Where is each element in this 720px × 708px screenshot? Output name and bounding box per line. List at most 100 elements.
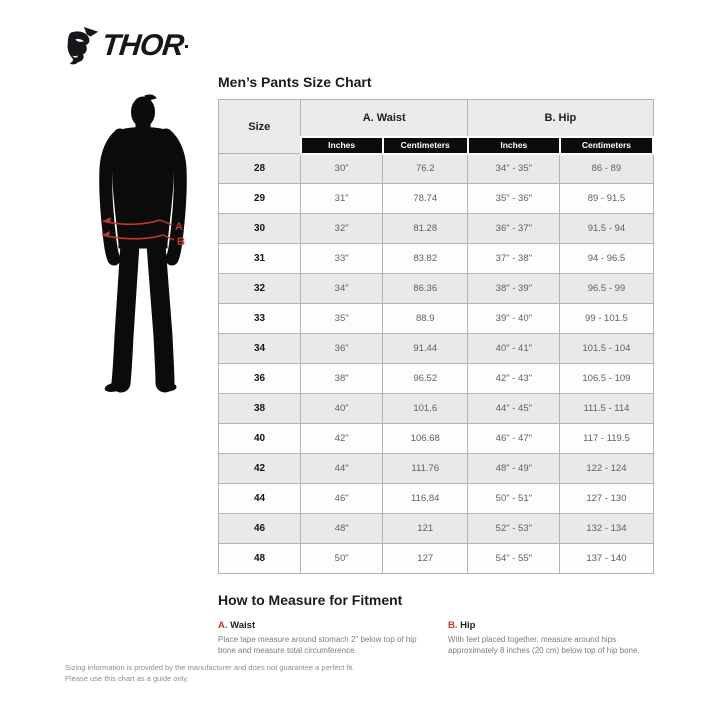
size-cell: 31 <box>217 243 302 274</box>
how-to-measure-section: How to Measure for Fitment A. Waist Plac… <box>218 592 654 656</box>
hip-cm-cell: 101.5 - 104 <box>559 333 654 364</box>
waist-cm-cell: 91.44 <box>382 333 469 364</box>
size-cell: 32 <box>217 273 302 304</box>
waist-cm-cell: 86.36 <box>382 273 469 304</box>
hip-cm-cell: 86 - 89 <box>559 153 654 184</box>
hip-inches-cell: 46" - 47" <box>467 423 561 454</box>
thor-helmet-icon <box>67 27 99 65</box>
size-cell: 40 <box>217 423 302 454</box>
hip-inches-cell: 34" - 35" <box>467 153 561 184</box>
waist-inches-cell: 36" <box>300 333 384 364</box>
waist-inches-cell: 31" <box>300 183 384 214</box>
waist-cm-cell: 83.82 <box>382 243 469 274</box>
waist-inches-cell: 50" <box>300 543 384 574</box>
measure-waist-word: Waist <box>230 620 256 631</box>
size-cell: 34 <box>217 333 302 364</box>
hip-cm-cell: 111.5 - 114 <box>559 393 654 424</box>
waist-inches-cell: 35" <box>300 303 384 334</box>
waist-cm-cell: 127 <box>382 543 469 574</box>
waist-inches-cell: 34" <box>300 273 384 304</box>
size-table-body: 28 30" 76.2 34" - 35" 86 - 89 29 31" 78.74 35" -… <box>217 153 654 574</box>
hip-cm-cell: 91.5 - 94 <box>559 213 654 244</box>
unit-header-row: Inches Centimeters Inches Centimeters <box>219 135 655 155</box>
disclaimer-line-2: Please use this chart as a guide only. <box>65 673 189 683</box>
table-row: 29 31" 78.74 35" - 36" 89 - 91.5 <box>217 183 654 214</box>
table-row: 38 40" 101.6 44" - 45" 111.5 - 114 <box>217 393 654 424</box>
size-cell: 36 <box>217 363 302 394</box>
waist-inches-cell: 40" <box>300 393 384 424</box>
size-cell: 28 <box>217 153 302 184</box>
waist-cm-cell: 111.76 <box>382 453 469 484</box>
hip-cm-cell: 99 - 101.5 <box>559 303 654 334</box>
content-column: Men’s Pants Size Chart Size A. Waist B. … <box>217 74 655 656</box>
waist-cm-cell: 96.52 <box>382 363 469 394</box>
waist-inches-header: Inches <box>299 135 384 155</box>
measure-hip-title: B. Hip <box>448 620 654 631</box>
waist-centimeters-header: Centimeters <box>381 135 469 155</box>
male-silhouette: A B <box>99 94 187 393</box>
waist-measure-line <box>102 217 173 226</box>
trademark-dot <box>185 44 188 48</box>
page-title: Men’s Pants Size Chart <box>218 74 372 90</box>
table-row: 48 50" 127 54" - 55" 137 - 140 <box>217 543 654 574</box>
figure-label-a: A <box>175 221 183 233</box>
disclaimer-line-1: Sizing information is provided by the ma… <box>65 663 355 672</box>
measure-hip-text: With feet placed together, measure aroun… <box>448 635 640 656</box>
hip-inches-cell: 37" - 38" <box>467 243 561 274</box>
hip-measure-line <box>101 231 175 241</box>
waist-inches-cell: 44" <box>300 453 384 484</box>
waist-group-header: A. Waist <box>300 99 469 137</box>
size-cell: 33 <box>217 303 302 334</box>
hip-inches-cell: 42" - 43" <box>467 363 561 394</box>
hip-cm-cell: 117 - 119.5 <box>559 423 654 454</box>
size-column-header: Size <box>217 99 302 154</box>
figure-label-b: B <box>177 236 185 248</box>
size-cell: 46 <box>217 513 302 544</box>
size-cell: 48 <box>217 543 302 574</box>
measure-waist-column: A. Waist Place tape measure around stoma… <box>218 620 434 656</box>
hip-cm-cell: 132 - 134 <box>559 513 654 544</box>
table-row: 34 36" 91.44 40" - 41" 101.5 - 104 <box>217 333 654 364</box>
hip-cm-cell: 94 - 96.5 <box>559 243 654 274</box>
table-row: 28 30" 76.2 34" - 35" 86 - 89 <box>217 153 654 184</box>
hip-inches-header: Inches <box>466 135 561 155</box>
waist-cm-cell: 81.28 <box>382 213 469 244</box>
measure-waist-letter: A. <box>218 620 228 631</box>
brand-logo: THOR <box>64 26 188 66</box>
hip-inches-cell: 50" - 51" <box>467 483 561 514</box>
waist-cm-cell: 121 <box>382 513 469 544</box>
size-cell: 44 <box>217 483 302 514</box>
hip-group-header: B. Hip <box>467 99 654 137</box>
hip-cm-cell: 106.5 - 109 <box>559 363 654 394</box>
hip-cm-cell: 137 - 140 <box>559 543 654 574</box>
waist-inches-cell: 33" <box>300 243 384 274</box>
measure-hip-word: Hip <box>460 620 476 631</box>
measure-waist-text: Place tape measure around stomach 2" bel… <box>218 635 417 656</box>
hip-inches-cell: 48" - 49" <box>467 453 561 484</box>
hip-inches-cell: 54" - 55" <box>467 543 561 574</box>
hip-cm-cell: 89 - 91.5 <box>559 183 654 214</box>
waist-cm-cell: 106.68 <box>382 423 469 454</box>
hip-inches-cell: 36" - 37" <box>467 213 561 244</box>
hip-cm-cell: 96.5 - 99 <box>559 273 654 304</box>
table-row: 30 32" 81.28 36" - 37" 91.5 - 94 <box>217 213 654 244</box>
brand-logo-text: THOR <box>100 29 185 62</box>
waist-cm-cell: 88.9 <box>382 303 469 334</box>
table-row: 42 44" 111.76 48" - 49" 122 - 124 <box>217 453 654 484</box>
measure-hip-letter: B. <box>448 620 458 631</box>
table-row: 44 46" 116.84 50" - 51" 127 - 130 <box>217 483 654 514</box>
hip-inches-cell: 52" - 53" <box>467 513 561 544</box>
hip-inches-cell: 44" - 45" <box>467 393 561 424</box>
measurement-figure: A B <box>70 92 215 394</box>
waist-inches-cell: 42" <box>300 423 384 454</box>
waist-inches-cell: 38" <box>300 363 384 394</box>
hip-inches-cell: 40" - 41" <box>467 333 561 364</box>
waist-cm-cell: 116.84 <box>382 483 469 514</box>
waist-cm-cell: 101.6 <box>382 393 469 424</box>
measure-waist-title: A. Waist <box>218 620 434 631</box>
measure-hip-column: B. Hip With feet placed together, measur… <box>448 620 654 656</box>
hip-inches-cell: 38" - 39" <box>467 273 561 304</box>
size-cell: 38 <box>217 393 302 424</box>
size-cell: 42 <box>217 453 302 484</box>
